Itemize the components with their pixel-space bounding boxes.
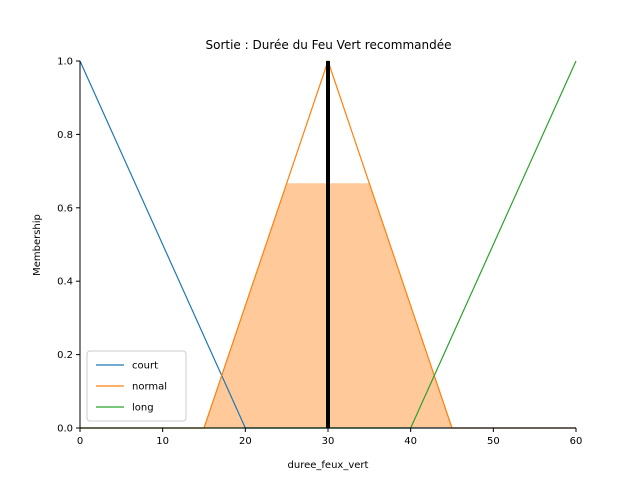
x-tick-label: 10 <box>156 436 169 447</box>
y-axis-label: Membership <box>32 214 43 276</box>
y-tick-label: 0.8 <box>57 130 73 141</box>
x-tick-label: 60 <box>570 436 583 447</box>
x-tick-label: 40 <box>404 436 417 447</box>
x-tick-label: 0 <box>77 436 83 447</box>
legend: court normal long <box>86 350 187 422</box>
x-tick-label: 30 <box>322 436 335 447</box>
chart-title: Sortie : Durée du Feu Vert recommandée <box>206 38 452 52</box>
y-tick-label: 0.0 <box>57 424 73 435</box>
y-tick-label: 0.4 <box>57 277 73 288</box>
x-axis-label: duree_feux_vert <box>288 460 369 471</box>
y-tick-label: 0.6 <box>57 203 73 214</box>
y-tick-label: 1.0 <box>57 57 73 68</box>
axes: 0 10 20 30 40 50 60 0.0 0.2 0.4 0.6 0.8 1.0 <box>57 57 582 448</box>
legend-label-court: court <box>132 361 158 372</box>
legend-label-normal: normal <box>132 382 167 393</box>
legend-box <box>86 350 187 422</box>
x-tick-label: 50 <box>487 436 500 447</box>
x-tick-label: 20 <box>239 436 252 447</box>
y-tick-label: 0.2 <box>57 350 73 361</box>
legend-label-long: long <box>132 403 154 414</box>
